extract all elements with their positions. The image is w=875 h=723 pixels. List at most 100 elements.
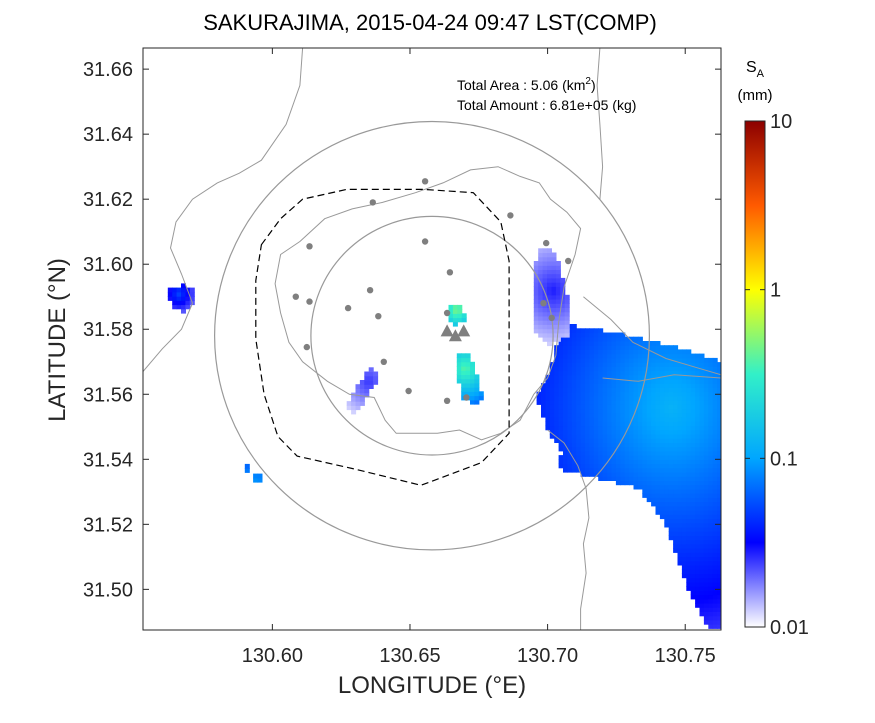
ash-cell <box>533 286 539 292</box>
ash-cell <box>558 400 564 405</box>
ash-cell <box>576 412 582 418</box>
ash-cell <box>695 493 701 498</box>
ash-cell <box>677 501 683 507</box>
ash-cell <box>655 370 661 376</box>
ash-cell <box>576 357 582 363</box>
ash-cell <box>589 341 595 346</box>
ash-cell <box>673 383 679 388</box>
ash-cell <box>624 366 630 372</box>
ash-cell <box>620 438 626 443</box>
ash-cell <box>474 395 480 401</box>
ash-cell <box>567 383 573 388</box>
ash-cell <box>695 387 701 393</box>
ash-cell <box>554 404 560 410</box>
ash-cell <box>547 299 552 304</box>
ash-cell <box>637 374 643 380</box>
ash-cell <box>554 357 560 363</box>
ash-cell <box>629 429 635 435</box>
ash-cell <box>673 438 679 443</box>
ash-cell <box>629 400 635 405</box>
ash-cell <box>558 357 564 363</box>
ash-cell <box>642 438 648 443</box>
ash-cell <box>598 336 604 342</box>
ash-cell <box>646 425 652 431</box>
ash-cell <box>560 328 566 334</box>
ash-cell <box>664 357 670 363</box>
ash-cell <box>690 539 696 545</box>
ash-cell <box>651 429 657 435</box>
ash-cell <box>576 362 582 367</box>
ash-cell <box>629 357 635 363</box>
ash-cell <box>364 388 370 394</box>
ash-cell <box>708 548 714 553</box>
ash-cell <box>368 371 374 377</box>
ash-cell <box>659 345 665 350</box>
ash-cell <box>686 442 692 448</box>
ash-cell <box>681 467 687 473</box>
ash-cell <box>633 425 639 431</box>
ash-cell <box>659 404 665 410</box>
ash-cell <box>712 417 718 422</box>
ash-cell <box>712 379 718 384</box>
ash-cell <box>686 455 692 460</box>
ash-cell <box>690 429 696 435</box>
ash-cell <box>717 581 721 587</box>
ash-cell <box>611 387 617 393</box>
ash-cell <box>681 569 687 574</box>
ash-cell <box>558 370 564 376</box>
ash-cell <box>624 408 630 414</box>
ash-cell <box>611 438 617 443</box>
ash-cell <box>611 476 617 481</box>
ash-cell <box>571 417 577 422</box>
ash-cell <box>593 433 599 439</box>
ash-cell <box>620 455 626 460</box>
ash-cell <box>659 493 665 498</box>
ash-cell <box>576 404 582 410</box>
ash-cell <box>538 256 544 262</box>
ash-cell <box>611 425 617 431</box>
ash-cell <box>703 387 709 393</box>
ash-cell <box>585 455 590 460</box>
ash-cell <box>465 366 471 371</box>
colorbar-tick-label: 1 <box>770 280 781 302</box>
ash-cell <box>576 400 582 405</box>
ash-cell <box>712 429 718 435</box>
ash-cell <box>624 467 630 473</box>
ash-cell <box>699 383 705 388</box>
ash-cell <box>642 421 648 427</box>
ash-cell <box>452 304 458 310</box>
ash-cell <box>686 488 692 494</box>
ash-cell <box>593 429 599 435</box>
ash-cell <box>624 353 630 359</box>
ash-cell <box>554 412 560 418</box>
ash-cell <box>470 366 475 371</box>
ash-cell <box>549 400 555 405</box>
ash-cell <box>558 412 564 418</box>
ash-cell <box>633 391 639 397</box>
ash-cell <box>668 362 674 367</box>
ash-cell <box>651 379 657 384</box>
ash-cell <box>681 497 687 503</box>
ash-cell <box>470 399 475 405</box>
ash-cell <box>651 459 657 465</box>
ash-cell <box>611 442 617 448</box>
ash-cell <box>545 404 551 410</box>
ash-cell <box>712 611 718 617</box>
ash-cell <box>708 493 714 498</box>
ash-cell <box>551 311 557 317</box>
ash-cell <box>690 362 696 367</box>
ash-cell <box>624 446 630 452</box>
ash-cell <box>668 526 674 532</box>
ash-cell <box>659 421 665 427</box>
ash-cell <box>699 476 705 481</box>
ash-cell <box>585 459 590 465</box>
ash-cell <box>560 320 566 325</box>
ash-cell <box>629 442 635 448</box>
ash-cell <box>712 459 718 465</box>
ash-cell <box>542 282 548 287</box>
ash-cell <box>172 296 178 301</box>
ash-cell <box>364 392 370 398</box>
ash-cell <box>717 387 721 393</box>
ash-cell <box>712 455 718 460</box>
ash-cell <box>703 615 709 621</box>
